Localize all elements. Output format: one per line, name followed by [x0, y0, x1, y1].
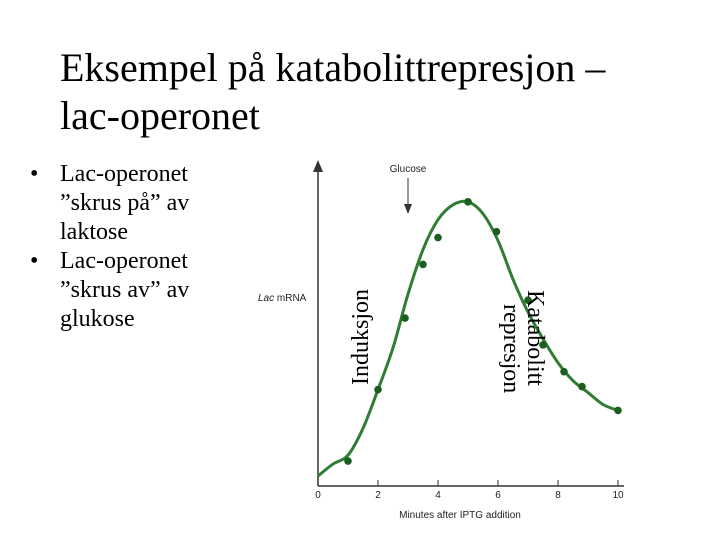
bullet-dot: • [30, 248, 39, 274]
slide-title: Eksempel på katabolittrepresjon – lac-op… [60, 44, 700, 140]
repression-label-line-1: Katabolitt [522, 290, 548, 386]
repression-label: Katabolitt represjon [498, 290, 548, 393]
title-line-2: lac-operonet [60, 93, 260, 138]
bullet-line: ”skrus av” av [60, 277, 190, 303]
bullet-line: laktose [60, 219, 128, 245]
data-point [560, 367, 568, 376]
x-axis-label: Minutes after IPTG addition [399, 510, 521, 521]
data-point [614, 406, 622, 415]
data-point [344, 457, 352, 465]
bullet-dot: • [30, 161, 39, 187]
induction-label: Induksjon [348, 289, 374, 385]
data-point [492, 227, 501, 236]
title-line-1: Eksempel på katabolittrepresjon – [60, 45, 606, 90]
bullet-line: Lac-operonet [60, 248, 188, 274]
bullet-list: • Lac-operonet ”skrus på” av laktose • L… [30, 160, 230, 334]
bullet-item-lactose: • Lac-operonet ”skrus på” av laktose [30, 160, 230, 247]
bullet-item-glucose: • Lac-operonet ”skrus av” av glukose [30, 247, 230, 334]
data-point [374, 385, 382, 394]
bullet-line: glukose [60, 306, 135, 332]
x-tick-label: 2 [375, 490, 381, 501]
repression-label-line-2: represjon [498, 304, 524, 393]
x-tick-label: 4 [435, 490, 441, 501]
data-point [401, 314, 409, 322]
bullet-line: ”skrus på” av [60, 190, 190, 216]
x-tick-label: 10 [612, 490, 624, 501]
glucose-annotation: Glucose [390, 164, 427, 175]
x-tick-label: 0 [315, 490, 321, 501]
data-point [419, 260, 427, 269]
data-point [524, 296, 532, 304]
data-point [578, 382, 586, 391]
data-point [434, 233, 442, 242]
x-tick-label: 8 [555, 490, 561, 501]
data-point [539, 341, 547, 349]
glucose-arrowhead-icon [404, 204, 412, 214]
y-axis-label: Lac mRNA [258, 293, 307, 304]
y-axis-arrow-icon [313, 160, 323, 172]
x-tick-label: 6 [495, 490, 501, 501]
bullet-line: Lac-operonet [60, 161, 188, 187]
data-point [464, 198, 472, 206]
